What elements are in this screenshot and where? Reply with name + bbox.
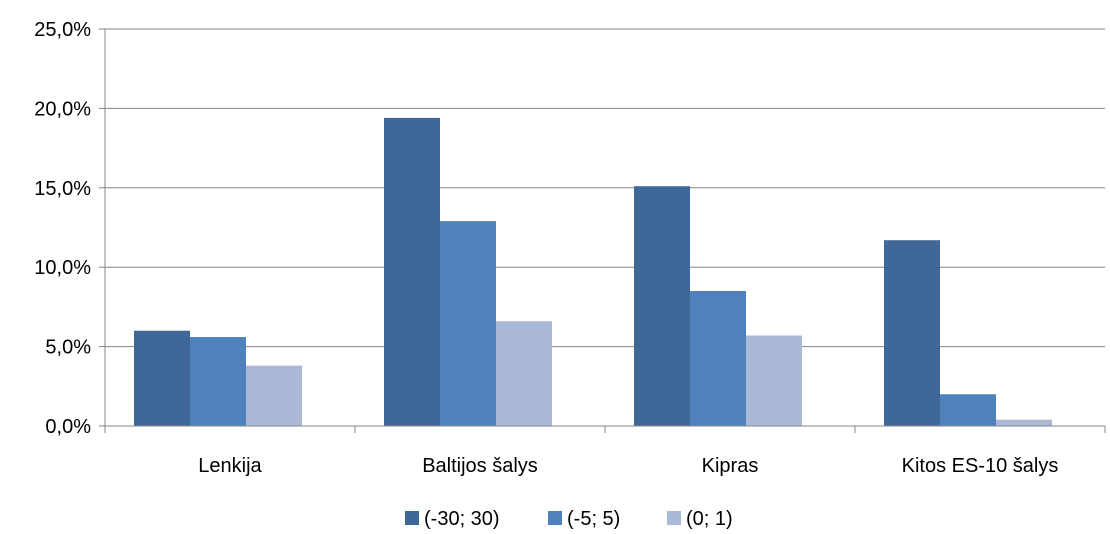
legend-swatch <box>548 511 562 525</box>
x-category-label: Kitos ES-10 šalys <box>902 455 1059 477</box>
x-category-labels: Lenkija Baltijos šalys Kipras Kitos ES-10 š… <box>198 455 1058 477</box>
y-tick-label: 5,0% <box>45 337 91 359</box>
bar-1 <box>384 117 440 426</box>
bar-1 <box>884 240 940 426</box>
bar-2 <box>190 337 246 426</box>
bar-2 <box>440 221 496 426</box>
y-tick-label: 25,0% <box>34 19 91 41</box>
axes <box>99 28 1106 433</box>
gridlines <box>105 28 1105 348</box>
x-category-label: Lenkija <box>198 455 262 477</box>
bars <box>134 117 1052 426</box>
bar-3 <box>746 335 802 426</box>
legend-label: (0; 1) <box>686 508 733 530</box>
bar-2 <box>940 394 996 426</box>
y-tick-label: 0,0% <box>45 416 91 438</box>
x-category-label: Baltijos šalys <box>422 455 538 477</box>
y-tick-label: 10,0% <box>34 257 91 279</box>
y-tick-labels: 0,0% 5,0% 10,0% 15,0% 20,0% 25,0% <box>34 19 91 438</box>
x-category-label: Kipras <box>702 455 759 477</box>
bar-1 <box>134 330 190 426</box>
bar-3 <box>996 419 1052 426</box>
bar-1 <box>634 186 690 426</box>
legend: (-30; 30) (-5; 5) (0; 1) <box>405 508 733 530</box>
bar-2 <box>690 291 746 426</box>
legend-swatch <box>667 511 681 525</box>
bar-3 <box>496 321 552 426</box>
y-tick-label: 20,0% <box>34 98 91 120</box>
bar-3 <box>246 365 302 426</box>
y-tick-label: 15,0% <box>34 178 91 200</box>
legend-label: (-30; 30) <box>424 508 500 530</box>
legend-swatch <box>405 511 419 525</box>
legend-label: (-5; 5) <box>567 508 620 530</box>
